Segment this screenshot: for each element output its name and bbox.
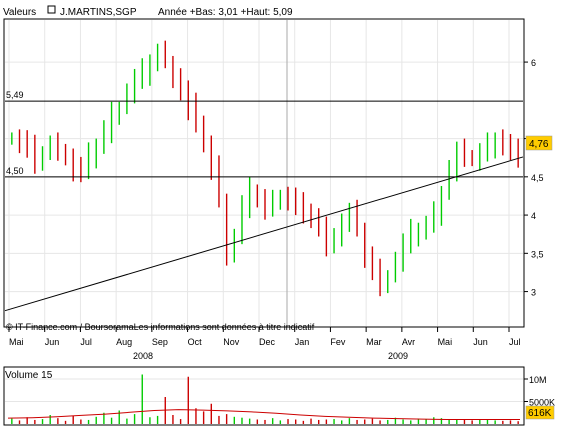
price-annotations: 5,49 4,50 <box>6 90 24 176</box>
credits-text: © IT-Finance.com / BoursoramaLes informa… <box>6 322 315 332</box>
x-tick-label: Mar <box>366 337 382 347</box>
x-tick-label: Jul <box>509 337 521 347</box>
year-label-2009: 2009 <box>388 351 408 361</box>
trendline <box>4 156 524 312</box>
x-tick-label: Mai <box>438 337 453 347</box>
price-panel: © IT-Finance.com / BoursoramaLes informa… <box>3 18 525 332</box>
last-volume-value: 616K <box>528 408 552 419</box>
price-lines <box>4 100 524 312</box>
last-volume-badge: 616K <box>525 405 555 420</box>
year-label-2008: 2008 <box>133 351 153 361</box>
volume-tick-label: 5000K <box>529 398 555 408</box>
year-labels: 2008 2009 <box>133 351 408 361</box>
support-line-label: 4,50 <box>6 166 24 176</box>
price-tick-label: 4,5 <box>531 173 544 183</box>
chart-header: Valeurs J.MARTINS,SGP Année +Bas: 3,01 +… <box>0 0 570 19</box>
last-price-value: 4,76 <box>529 139 549 150</box>
price-y-axis: 654,543,53 <box>524 58 544 298</box>
volume-ma <box>7 409 520 420</box>
x-tick-label: Jun <box>473 337 488 347</box>
price-tick-label: 6 <box>531 58 536 68</box>
x-tick-label: Jan <box>295 337 310 347</box>
x-tick-label: Oct <box>188 337 203 347</box>
x-tick-label: Aug <box>116 337 132 347</box>
x-tick-label: Mai <box>9 337 24 347</box>
volume-moving-average <box>7 409 520 420</box>
volume-panel: Volume 15 <box>3 366 525 426</box>
volume-y-axis: 10M 5000K <box>524 375 555 408</box>
support-line-label: 5,49 <box>6 90 24 100</box>
x-tick-label: Jul <box>80 337 92 347</box>
price-tick-label: 4 <box>531 211 536 221</box>
x-tick-label: Fev <box>330 337 346 347</box>
x-tick-label: Sep <box>152 337 168 347</box>
x-tick-label: Avr <box>402 337 415 347</box>
year-stats: Année +Bas: 3,01 +Haut: 5,09 <box>158 7 293 18</box>
price-tick-label: 3 <box>531 288 536 298</box>
volume-grid <box>5 378 523 402</box>
series-swatch <box>47 5 56 14</box>
price-candles <box>11 40 519 297</box>
ticker-label: J.MARTINS,SGP <box>60 7 137 18</box>
volume-tick-label: 10M <box>529 375 547 385</box>
valeurs-label: Valeurs <box>3 7 36 18</box>
x-tick-label: Dec <box>259 337 276 347</box>
last-price-badge: 4,76 <box>525 135 553 151</box>
x-axis: Mai Jun Jul Aug Sep Oct Nov Dec Jan Fev Mar Avr Mai J… <box>8 327 521 347</box>
x-tick-label: Nov <box>223 337 240 347</box>
price-tick-label: 3,5 <box>531 249 544 259</box>
x-tick-label: Jun <box>45 337 60 347</box>
volume-title: Volume 15 <box>5 370 53 381</box>
